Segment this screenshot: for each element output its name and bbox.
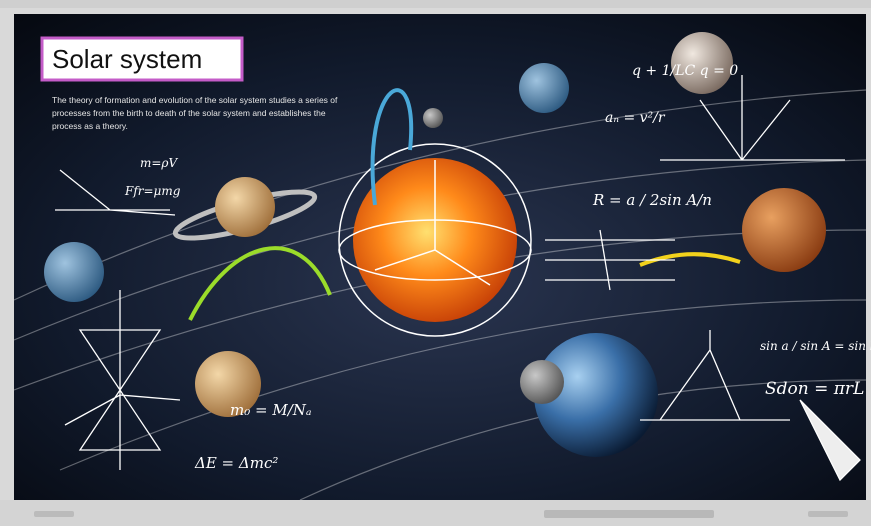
description-box: The theory of formation and evolution of…	[52, 94, 352, 138]
formula: q + 1/LC q = 0	[632, 63, 738, 79]
toolbar-handle[interactable]	[34, 511, 74, 517]
formula: aₙ = v²/r	[605, 110, 666, 126]
moon	[520, 360, 564, 404]
formula: Sdon = πrL	[765, 379, 864, 399]
description: The theory of formation and evolution of…	[52, 94, 352, 133]
saturn	[215, 177, 275, 237]
formula: sin a / sin A = sin b / sin B	[760, 339, 871, 353]
formula: R = a / 2sin A/n	[592, 191, 712, 209]
formula: Ffr=μmg	[124, 184, 181, 198]
formula: m=ρV	[140, 156, 178, 170]
uranus	[519, 63, 569, 113]
toolbar[interactable]	[544, 510, 714, 518]
mars	[742, 188, 826, 272]
smart-board: Solar system The theory of formation and…	[0, 0, 871, 526]
formula: m₀ = M/Nₐ	[230, 401, 312, 419]
formula: ΔE = Δmc²	[194, 454, 278, 472]
toolbar-handle[interactable]	[808, 511, 848, 517]
title: Solar system	[52, 44, 202, 74]
bottom-bezel	[0, 500, 871, 526]
top-bezel	[0, 0, 871, 8]
neptune	[44, 242, 104, 302]
mercury	[423, 108, 443, 128]
